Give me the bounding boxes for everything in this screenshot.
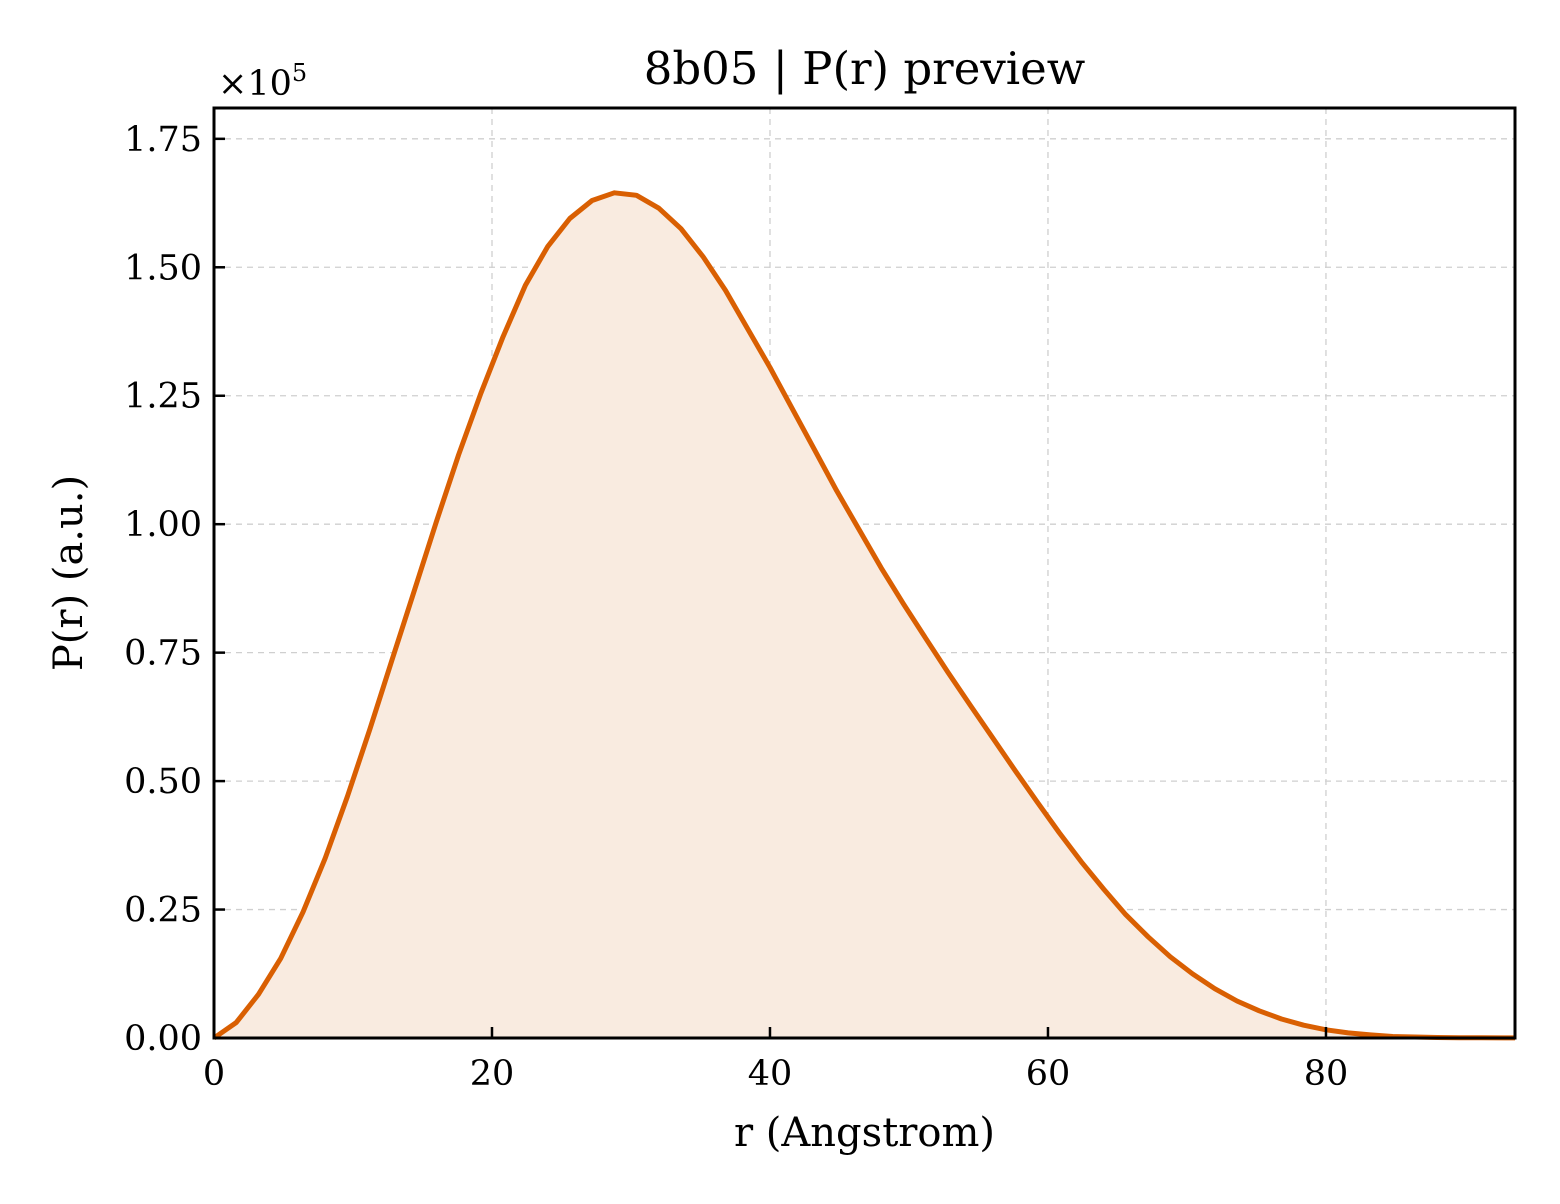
x-tick-label: 40	[748, 1054, 793, 1094]
y-axis-label: P(r) (a.u.)	[46, 475, 92, 671]
x-axis-label: r (Angstrom)	[734, 1110, 995, 1156]
y-tick-label: 0.00	[124, 1019, 202, 1059]
x-tick-label: 60	[1026, 1054, 1071, 1094]
y-tick-label: 0.50	[124, 762, 202, 802]
series-area-fill	[214, 192, 1515, 1039]
series-line	[212, 190, 1515, 1041]
y-tick-label: 0.25	[124, 891, 202, 931]
y-tick-label: 1.25	[124, 377, 202, 417]
y-tick-label: 1.50	[124, 248, 202, 288]
y-axis-multiplier-base: ×10	[218, 64, 292, 104]
x-tick-label: 80	[1304, 1054, 1349, 1094]
y-axis-multiplier-exponent: 5	[292, 59, 307, 87]
y-tick-label: 0.75	[124, 634, 202, 674]
series-layer	[212, 190, 1515, 1041]
x-tick-label: 0	[203, 1054, 225, 1094]
y-tick-label: 1.00	[124, 505, 202, 545]
y-axis-multiplier: ×105	[218, 59, 307, 104]
plot-frame	[212, 106, 1517, 1040]
y-tick-label: 1.75	[124, 120, 202, 160]
chart-title: 8b05 | P(r) preview	[644, 42, 1086, 95]
tick-layer: 0 20 40 60 80 0.00 0.25 0.50 0.75 1.00 1.25 1.50 1.7…	[124, 120, 1348, 1094]
x-tick-label: 20	[470, 1054, 515, 1094]
